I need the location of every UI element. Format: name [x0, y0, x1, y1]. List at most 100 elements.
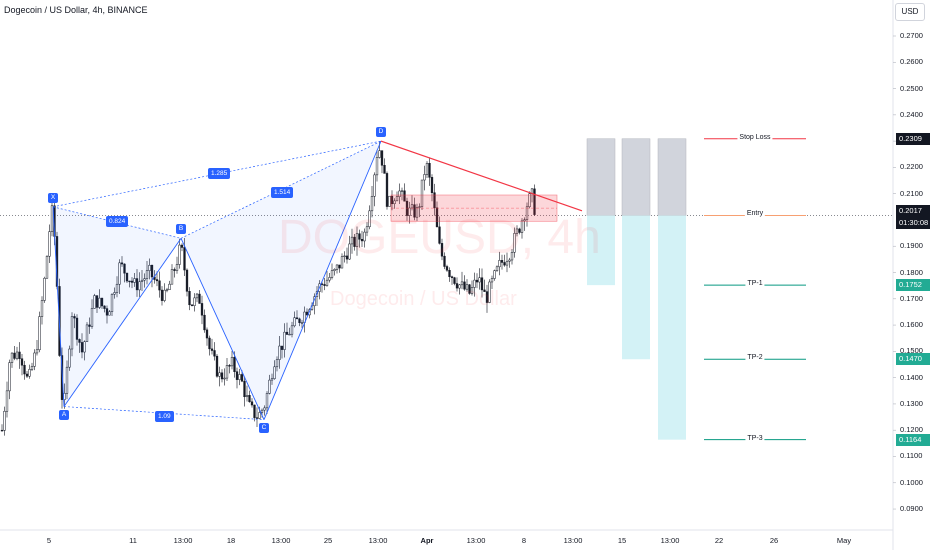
candle-body [165, 289, 169, 291]
candle-body [138, 281, 141, 291]
candle-body [5, 390, 9, 412]
candle-body [160, 289, 164, 301]
candle-body [440, 243, 444, 257]
candle-body [245, 395, 249, 398]
tp3-label: TP-3 [745, 434, 765, 442]
candle-body [365, 226, 369, 233]
time-tick-label: 22 [714, 536, 724, 545]
candle-body [343, 255, 346, 257]
candle-body [510, 251, 514, 261]
candle-body [348, 243, 351, 260]
candle-body [350, 236, 354, 245]
candle-body [433, 192, 436, 209]
pattern-point-x: X [48, 192, 58, 203]
time-tick-label: 13:00 [173, 536, 193, 545]
currency-button[interactable]: USD [895, 3, 925, 21]
candle-body [230, 356, 234, 367]
candle-body [278, 345, 281, 360]
candle-body [85, 324, 89, 342]
entry-label: Entry [744, 210, 766, 218]
candle-body [35, 349, 39, 354]
candle-body [185, 269, 189, 292]
candle-body [465, 284, 469, 290]
candle-body [80, 342, 84, 353]
tp3-price-tag: 0.1164 [896, 433, 930, 446]
candle-body [190, 304, 194, 306]
candle-body [395, 196, 399, 202]
candle-body [330, 270, 334, 278]
candle-body [453, 277, 456, 284]
time-tick-label: 11 [129, 536, 137, 545]
candle-body [93, 295, 96, 309]
price-tick-label: 0.1300 [900, 398, 923, 408]
candle-body [430, 177, 434, 193]
rr-box-tp2-stop[interactable] [621, 138, 651, 216]
candle-body [210, 348, 214, 351]
price-tick-label: 0.1500 [900, 346, 923, 356]
candle-body [438, 226, 441, 244]
resistance-trendline[interactable] [380, 140, 583, 212]
candle-body [213, 350, 216, 357]
rr-box-tp1-stop[interactable] [586, 138, 616, 216]
candle-body [13, 352, 16, 359]
candle-body [83, 341, 86, 353]
candle-body [380, 150, 384, 166]
candle-body [373, 174, 376, 197]
candle-body [393, 200, 396, 205]
price-tick-label: 0.2600 [900, 57, 923, 67]
rr-box-tp3-stop[interactable] [657, 138, 687, 216]
candle-body [283, 331, 286, 350]
price-tick-label: 0.1800 [900, 267, 923, 277]
candle-body [33, 352, 36, 367]
price-tick-label: 0.2700 [900, 31, 923, 40]
rr-box-tp3-target[interactable] [658, 215, 686, 440]
candle-body [425, 163, 429, 175]
candle-body [523, 219, 526, 222]
pattern-point-d: D [376, 127, 386, 138]
candle-body [265, 393, 269, 409]
candle-body [173, 269, 176, 271]
candle-body [225, 365, 229, 379]
candle-body [183, 247, 186, 271]
candle-body [460, 281, 464, 286]
candle-body [105, 308, 109, 316]
candle-body [255, 417, 259, 419]
price-tick-label: 0.1400 [900, 372, 923, 382]
candle-body [133, 278, 136, 283]
candle-body [88, 324, 91, 327]
candle-body [495, 266, 499, 271]
candle-body [428, 163, 431, 178]
candle-body [170, 269, 174, 285]
candle-body [100, 297, 104, 307]
candle-body [383, 165, 386, 174]
candle-body [333, 269, 336, 271]
candle-body [325, 279, 329, 286]
pattern-leg [52, 206, 65, 407]
candle-body [175, 264, 179, 271]
candle-body [145, 270, 149, 279]
stop-loss-price-tag: 0.2309 [896, 132, 930, 145]
harmonic-pattern[interactable] [52, 140, 382, 421]
candle-body [353, 236, 356, 247]
price-tick-label: 0.2400 [900, 109, 923, 119]
pattern-leg [263, 140, 382, 420]
candle-body [403, 190, 406, 202]
candle-body [128, 280, 131, 283]
pattern-ratio-xd: 1.285 [208, 168, 231, 179]
candle-body [533, 188, 536, 215]
time-tick-label: 26 [769, 536, 779, 545]
rr-box-tp2-target[interactable] [622, 215, 650, 360]
candle-body [503, 262, 506, 266]
candle-body [450, 276, 454, 278]
candle-body [73, 316, 76, 319]
rr-box-tp1-target[interactable] [587, 215, 615, 286]
time-tick-label: May [836, 536, 852, 545]
candle-body [340, 256, 344, 269]
price-tick-label: 0.1000 [900, 477, 923, 487]
symbol-title[interactable]: Dogecoin / US Dollar, 4h, BINANCE [4, 5, 148, 15]
candle-body [238, 374, 241, 380]
candle-body [520, 220, 524, 233]
candle-body [208, 337, 211, 350]
candle-body [473, 279, 476, 288]
